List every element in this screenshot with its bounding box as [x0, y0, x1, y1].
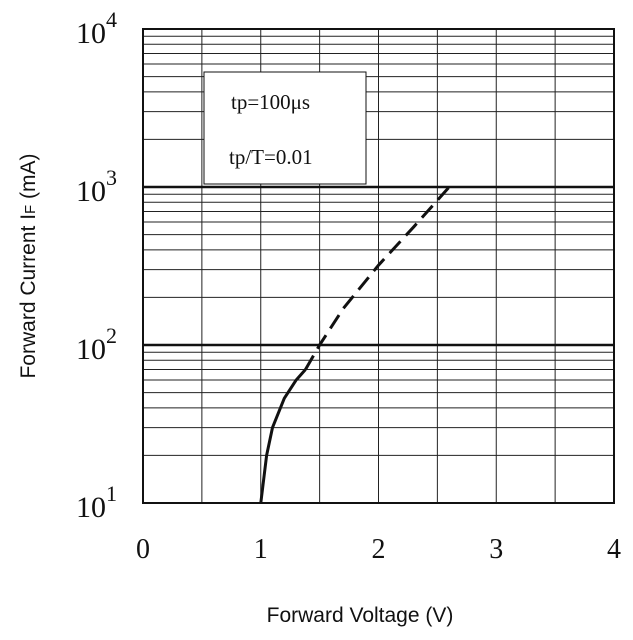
y-tick-label: 102: [76, 323, 117, 366]
forward-current-curve-solid: [259, 368, 307, 504]
x-tick-label: 0: [136, 534, 150, 565]
x-axis-label: Forward Voltage (V): [267, 604, 454, 627]
y-tick-base: 10: [76, 17, 106, 50]
y-axis-label-main: Forward Current I: [17, 214, 40, 379]
y-tick-label: 104: [76, 7, 117, 50]
x-tick-label: 2: [372, 534, 386, 565]
y-axis-label-unit: (mA): [17, 153, 40, 204]
x-tick-label: 1: [254, 534, 268, 565]
series-group: [259, 186, 451, 504]
annotation-pulse-width: tp=100μs: [231, 90, 310, 114]
y-tick-exponent: 2: [106, 323, 117, 348]
forward-current-curve-dashed: [304, 186, 451, 371]
y-tick-base: 10: [76, 491, 106, 524]
y-tick-label: 101: [76, 481, 117, 524]
y-axis-label-subscript: F: [22, 205, 39, 214]
x-tick-labels: 0 1 2 3 4: [136, 534, 621, 565]
y-tick-exponent: 3: [106, 165, 117, 190]
y-tick-exponent: 1: [106, 481, 117, 506]
annotation-box: tp=100μs tp/T=0.01: [203, 71, 367, 185]
annotation-box-frame: [203, 71, 367, 185]
y-tick-base: 10: [76, 175, 106, 208]
annotation-duty-cycle: tp/T=0.01: [229, 145, 313, 169]
y-tick-label: 103: [76, 165, 117, 208]
y-axis-label: Forward Current IF (mA): [17, 153, 40, 378]
plot-frame: [142, 28, 615, 504]
y-tick-exponent: 4: [106, 7, 117, 32]
x-tick-label: 4: [607, 534, 621, 565]
plot-grid: [143, 29, 614, 503]
x-tick-label: 3: [489, 534, 503, 565]
y-tick-base: 10: [76, 333, 106, 366]
